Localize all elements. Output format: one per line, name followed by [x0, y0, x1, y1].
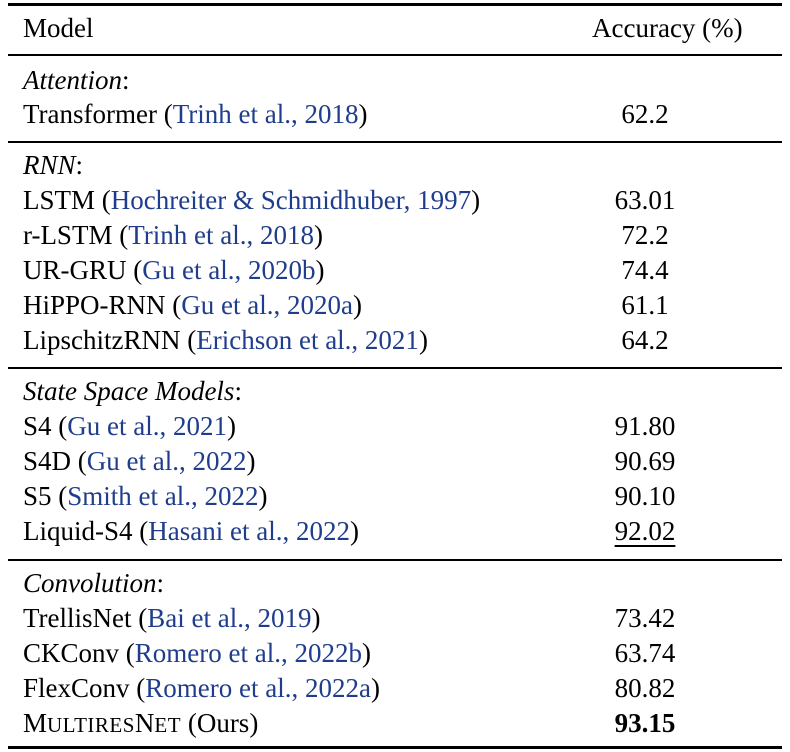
bottom-rule — [8, 746, 782, 749]
accuracy-value: 63.01 — [614, 185, 676, 215]
section-rule — [8, 367, 782, 369]
citation-link[interactable]: Smith et al., 2022 — [67, 481, 259, 511]
section-rule — [8, 141, 782, 143]
model-name: Liquid-S4 — [23, 516, 133, 546]
citation-link[interactable]: Romero et al., 2022a — [145, 673, 371, 703]
table-row: TrellisNet (Bai et al., 2019) 73.42 — [0, 601, 790, 635]
model-name: HiPPO-RNN — [23, 290, 166, 320]
accuracy-value: 90.69 — [614, 446, 676, 476]
accuracy-value: 73.42 — [614, 603, 676, 633]
model-name: r-LSTM — [23, 220, 113, 250]
citation-link[interactable]: Hasani et al., 2022 — [148, 516, 350, 546]
accuracy-value: 62.2 — [621, 99, 669, 129]
citation-link[interactable]: Trinh et al., 2018 — [128, 220, 314, 250]
model-name: TrellisNet — [23, 603, 132, 633]
accuracy-value: 63.74 — [614, 638, 676, 668]
table-row: HiPPO-RNN (Gu et al., 2020a) 61.1 — [0, 288, 790, 322]
citation-link[interactable]: Hochreiter & Schmidhuber, 1997 — [110, 185, 472, 215]
accuracy-value: 80.82 — [614, 673, 676, 703]
table-row: S4D (Gu et al., 2022) 90.69 — [0, 444, 790, 478]
second-best-accuracy: 92.02 — [614, 516, 676, 546]
citation-link[interactable]: Gu et al., 2021 — [67, 411, 228, 441]
header-rule — [8, 54, 782, 56]
accuracy-value: 61.1 — [621, 290, 669, 320]
citation-link[interactable]: Gu et al., 2022 — [86, 446, 247, 476]
model-name: UR-GRU — [23, 255, 127, 285]
model-name: S5 — [23, 481, 52, 511]
section-label-rnn: RNN: — [23, 150, 84, 180]
table-row: S5 (Smith et al., 2022) 90.10 — [0, 479, 790, 513]
model-name: FlexConv — [23, 673, 130, 703]
accuracy-value: 90.10 — [614, 481, 676, 511]
model-name: S4 — [23, 411, 52, 441]
model-name: LipschitzRNN — [23, 325, 181, 355]
citation-link[interactable]: Bai et al., 2019 — [147, 603, 312, 633]
table-row: Transformer (Trinh et al., 2018) 62.2 — [0, 97, 790, 131]
table-row: Liquid-S4 (Hasani et al., 2022) 92.02 — [23, 516, 676, 546]
table-row: r-LSTM (Trinh et al., 2018) 72.2 — [0, 218, 790, 252]
header-row: Model Accuracy (%) — [0, 11, 790, 45]
model-name: Transformer — [23, 99, 157, 129]
table-row-ours: MULTIRESNET (Ours) 93.15 — [0, 706, 790, 740]
table-row: S4 (Gu et al., 2021) 91.80 — [0, 409, 790, 443]
header-model: Model — [23, 13, 94, 43]
accuracy-value: 91.80 — [614, 411, 676, 441]
section-label-state-space-models: State Space Models: — [23, 376, 242, 406]
table-row: LSTM (Hochreiter & Schmidhuber, 1997) 63… — [0, 183, 790, 217]
best-accuracy: 93.15 — [614, 708, 676, 738]
ours-suffix: (Ours) — [187, 708, 259, 738]
citation-link[interactable]: Trinh et al., 2018 — [172, 99, 359, 129]
citation-link[interactable]: Romero et al., 2022b — [134, 638, 362, 668]
citation-link[interactable]: Erichson et al., 2021 — [196, 325, 419, 355]
top-rule — [8, 3, 782, 6]
citation-link[interactable]: Gu et al., 2020a — [181, 290, 353, 320]
accuracy-value: 74.4 — [621, 255, 669, 285]
model-name-ours: MULTIRESNET (Ours) — [23, 708, 259, 738]
citation-link[interactable]: Gu et al., 2020b — [142, 255, 316, 285]
table-row: CKConv (Romero et al., 2022b) 63.74 — [0, 636, 790, 670]
accuracy-value: 64.2 — [621, 325, 669, 355]
section-rule — [8, 559, 782, 561]
accuracy-value: 72.2 — [621, 220, 669, 250]
table-row: FlexConv (Romero et al., 2022a) 80.82 — [0, 671, 790, 705]
model-name: CKConv — [23, 638, 120, 668]
header-accuracy: Accuracy (%) — [592, 13, 743, 43]
model-name: S4D — [23, 446, 72, 476]
section-label-convolution: Convolution: — [23, 568, 165, 598]
table-row: LipschitzRNN (Erichson et al., 2021) 64.… — [0, 323, 790, 357]
model-name: LSTM — [23, 185, 96, 215]
section-label-attention: Attention: — [23, 65, 130, 95]
table-row: UR-GRU (Gu et al., 2020b) 74.4 — [0, 253, 790, 287]
